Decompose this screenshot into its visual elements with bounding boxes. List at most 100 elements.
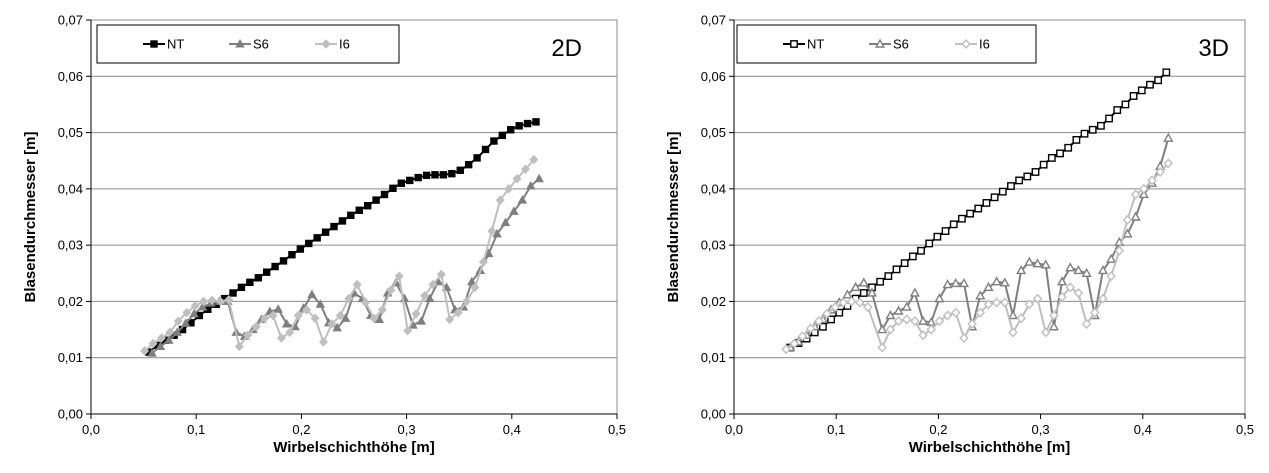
- data-point-s6: [1122, 228, 1133, 238]
- data-point-i6: [1114, 245, 1125, 256]
- data-point-i6: [1016, 313, 1026, 324]
- data-point-i6: [805, 323, 816, 334]
- data-point-i6: [1106, 271, 1116, 282]
- data-point-s6: [416, 316, 427, 325]
- data-point-i6: [495, 195, 505, 205]
- data-point-s6: [164, 335, 174, 344]
- series-nt: [786, 68, 1171, 352]
- data-point-nt: [262, 268, 271, 276]
- x-tick-label: 0,0: [725, 422, 743, 437]
- y-tick-label: 0,04: [701, 181, 726, 196]
- series-line-i6: [144, 158, 535, 352]
- chart-2d: 0,00 0,01 0,02 0,03 0,04 0,05 0,06 0,07 0,0 0,1 0,…: [22, 13, 626, 457]
- data-point-nt: [380, 190, 389, 199]
- y-tick-label: 0,01: [701, 350, 726, 365]
- data-point-s6: [1073, 265, 1084, 275]
- data-point-s6: [424, 293, 435, 303]
- data-point-i6: [310, 313, 320, 324]
- data-point-s6: [155, 341, 166, 350]
- legend-label: I6: [339, 37, 350, 52]
- data-point-i6: [926, 324, 937, 335]
- data-point-nt: [490, 137, 498, 145]
- legend-label: S6: [893, 37, 909, 52]
- x-tick-label: 0,5: [608, 422, 626, 437]
- data-point-s6: [1097, 265, 1109, 275]
- data-point-nt: [908, 252, 917, 261]
- data-point-s6: [340, 313, 351, 322]
- data-point-nt: [296, 245, 305, 253]
- data-point-s6: [467, 276, 477, 286]
- x-tick-label: 0,1: [187, 422, 205, 437]
- legend-label: NT: [807, 37, 824, 52]
- data-point-i6: [1049, 310, 1059, 321]
- data-point-i6: [293, 310, 303, 321]
- data-point-i6: [520, 164, 530, 174]
- data-point-i6: [1098, 293, 1108, 304]
- data-point-i6: [251, 322, 261, 332]
- data-point-s6: [1163, 132, 1174, 142]
- data-point-i6: [182, 307, 192, 318]
- data-point-s6: [885, 310, 896, 320]
- data-point-i6: [838, 297, 849, 308]
- data-point-s6: [509, 206, 519, 215]
- data-point-i6: [781, 344, 791, 355]
- panel-label: 3D: [1198, 35, 1229, 62]
- data-point-i6: [846, 296, 857, 307]
- data-point-i6: [1040, 327, 1051, 338]
- data-point-i6: [453, 307, 463, 318]
- data-point-nt: [1031, 168, 1040, 176]
- data-point-nt: [464, 160, 473, 169]
- data-point-i6: [901, 314, 912, 325]
- legend-marker: [790, 40, 798, 48]
- data-point-nt: [448, 169, 456, 178]
- data-point-nt: [1056, 149, 1064, 158]
- legend-marker: [874, 38, 886, 48]
- data-point-nt: [229, 289, 237, 297]
- data-point-i6: [411, 309, 421, 319]
- data-point-i6: [327, 319, 337, 329]
- data-point-nt: [355, 206, 363, 214]
- data-point-i6: [462, 296, 472, 307]
- data-point-i6: [1073, 287, 1084, 299]
- data-point-nt: [925, 239, 934, 248]
- data-point-s6: [983, 281, 994, 292]
- data-point-s6: [517, 195, 528, 204]
- data-point-i6: [991, 297, 1002, 308]
- data-point-i6: [797, 331, 808, 342]
- data-point-s6: [877, 324, 888, 334]
- data-point-nt: [1064, 143, 1073, 152]
- data-point-i6: [918, 330, 928, 341]
- data-point-nt: [1146, 80, 1154, 89]
- data-point-i6: [814, 316, 824, 327]
- data-point-s6: [500, 217, 511, 227]
- data-point-nt: [271, 262, 279, 271]
- y-tick-label: 0,01: [58, 350, 83, 365]
- data-point-i6: [352, 279, 362, 290]
- data-point-i6: [436, 269, 446, 280]
- data-point-i6: [285, 327, 295, 338]
- y-tick-label: 0,05: [701, 125, 726, 140]
- data-point-nt: [279, 257, 288, 265]
- legend-marker: [150, 40, 158, 48]
- data-point-nt: [481, 145, 490, 154]
- data-point-i6: [951, 307, 961, 318]
- data-point-i6: [1139, 183, 1149, 194]
- data-point-nt: [1047, 153, 1056, 162]
- data-point-i6: [830, 302, 840, 313]
- data-point-nt: [1162, 68, 1171, 77]
- data-point-i6: [445, 314, 455, 325]
- data-point-s6: [926, 316, 937, 326]
- data-point-nt: [827, 315, 835, 324]
- data-point-i6: [148, 338, 158, 349]
- data-point-s6: [189, 308, 199, 318]
- data-point-i6: [885, 324, 896, 335]
- legend-label: NT: [167, 37, 184, 52]
- y-tick-label: 0,03: [701, 238, 726, 253]
- legend-marker: [235, 38, 245, 48]
- data-point-i6: [975, 307, 986, 318]
- y-tick-label: 0,07: [701, 13, 726, 28]
- legend: NT S6 I6: [96, 24, 400, 64]
- data-point-s6: [893, 305, 904, 315]
- x-tick-label: 0,3: [1032, 422, 1050, 437]
- data-point-i6: [1057, 291, 1067, 302]
